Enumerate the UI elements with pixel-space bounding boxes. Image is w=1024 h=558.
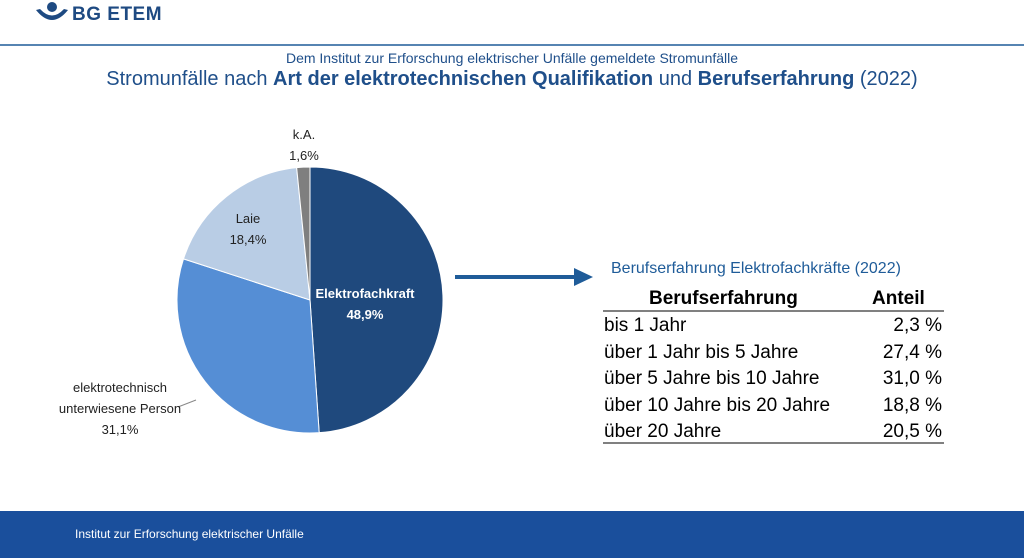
slice-label: k.A. xyxy=(292,127,316,142)
slice-label: Laie xyxy=(235,211,261,226)
title-part: (2022) xyxy=(854,68,918,90)
table-cell: über 1 Jahr bis 5 Jahre xyxy=(604,341,799,363)
table-cell: 20,5 % xyxy=(882,421,942,442)
subtitle: Dem Institut zur Erforschung elektrische… xyxy=(285,50,739,66)
table-cell: über 20 Jahre xyxy=(604,421,722,442)
slice-value-label: 48,9% xyxy=(346,307,384,322)
title-part: und xyxy=(653,68,698,90)
pie xyxy=(176,166,444,434)
logo-icon xyxy=(36,2,68,20)
pie-slice xyxy=(182,167,311,301)
table-title: Berufserfahrung Elektrofachkräfte (2022) xyxy=(611,260,901,277)
pie-slice xyxy=(176,258,320,434)
table-cell: bis 1 Jahr xyxy=(604,315,687,336)
footer-text: Institut zur Erforschung elektrischer Un… xyxy=(75,527,304,541)
title-part: Berufserfahrung xyxy=(697,68,855,90)
table-cell: 18,8 % xyxy=(882,394,942,416)
table-cell: 2,3 % xyxy=(893,315,942,336)
table-cell: über 10 Jahre bis 20 Jahre xyxy=(604,394,831,416)
slice-value-label: 1,6% xyxy=(289,148,319,163)
leader-line xyxy=(177,399,197,408)
slice-label: Elektrofachkraft xyxy=(315,286,415,301)
table-cell: 31,0 % xyxy=(882,368,942,389)
logo: BG ETEM xyxy=(72,4,163,25)
title-part: Art der elektrotechnischen Qualifikation xyxy=(273,68,654,90)
slice-label: elektrotechnisch unterwiesene Person xyxy=(58,380,182,416)
pie-slice xyxy=(296,166,311,301)
slice-value-label: 18,4% xyxy=(229,232,267,247)
pie-slice xyxy=(309,166,444,434)
footer-bar xyxy=(0,511,1024,558)
slice-value-label: 31,1% xyxy=(101,422,139,437)
table-cell: über 5 Jahre bis 10 Jahre xyxy=(604,368,820,389)
table-header: Anteil xyxy=(872,288,925,309)
arrow xyxy=(455,268,593,286)
title-part: Stromunfälle nach xyxy=(106,68,274,90)
table-cell: 27,4 % xyxy=(882,341,942,363)
table-header: Berufserfahrung xyxy=(649,288,798,309)
title: Stromunfälle nach Art der elektrotechnis… xyxy=(0,68,1024,91)
